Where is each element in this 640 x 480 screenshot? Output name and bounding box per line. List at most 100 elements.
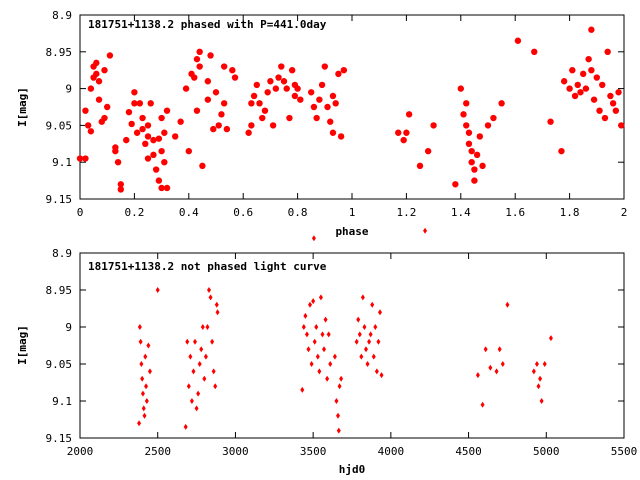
data-point [539,398,544,404]
x-tick-label: 2500 [144,445,171,458]
data-point [301,324,306,330]
data-point [101,67,108,74]
plot-frame [79,252,625,439]
data-point [205,324,210,330]
data-point [325,375,330,382]
data-point [359,353,364,360]
data-point [542,361,547,367]
data-point [500,361,505,367]
data-point [309,361,314,367]
y-tick-label: 9.15 [46,193,73,206]
data-point [114,159,122,166]
data-point [155,287,160,293]
data-point [471,177,478,184]
data-point [324,103,331,111]
data-point [463,122,470,129]
data-point [139,361,144,367]
data-point [337,383,342,390]
x-tick-label: 1 [349,206,356,219]
data-point [322,346,327,353]
data-point [370,301,375,308]
data-point [531,368,536,375]
data-point [403,129,410,136]
data-point [490,114,497,122]
data-point [323,316,328,323]
data-point [367,338,372,345]
data-point [316,96,323,103]
unphased-light-curve-panel: 181751+1138.2 not phased light curve hjd… [16,227,638,476]
data-point [125,108,133,116]
data-point [161,159,168,166]
data-point [460,111,467,118]
data-point [218,111,225,118]
data-point [82,155,89,162]
data-point [93,70,100,78]
data-point [288,67,296,74]
data-point [101,114,108,122]
data-point [465,140,473,147]
x-tick-label: 0.2 [124,206,144,219]
data-point [248,100,255,107]
data-point [400,136,407,144]
data-point [560,78,568,85]
data-point [377,309,382,316]
x-tick-label: 3000 [222,445,249,458]
data-point [152,166,160,173]
data-point [327,118,334,125]
data-point [261,107,269,114]
data-point [182,85,190,92]
data-point [423,227,428,234]
data-point [365,361,370,367]
chart-title: 181751+1138.2 phased with P=441.0day [88,18,327,31]
data-point [373,324,378,330]
data-point [163,107,171,114]
data-point [374,368,379,375]
axis-ticks: 2000 2500 3000 3500 4000 4500 5000 5500 8.9 8.95 9… [46,247,638,458]
data-point [150,151,157,159]
data-point [534,361,539,367]
data-point [142,140,149,147]
data-point [194,405,199,412]
data-point [272,85,280,92]
data-point [337,133,345,140]
data-point [379,372,384,379]
data-point [320,331,325,338]
data-point [193,107,201,114]
data-point [339,375,344,382]
data-point [465,129,473,136]
data-point [95,96,103,103]
data-point [306,346,311,353]
data-point [336,427,341,434]
x-tick-label: 4500 [455,445,482,458]
data-point [147,368,152,375]
data-point [193,338,198,345]
data-point [416,162,424,170]
data-point [326,331,331,338]
data-point [548,335,553,342]
data-point [264,89,271,96]
data-point [332,353,337,360]
data-point [601,114,609,122]
y-tick-label: 9 [65,83,72,96]
y-tick-label: 9 [65,321,72,334]
data-point [457,85,464,92]
data-point [371,353,376,360]
data-point [483,346,488,353]
data-point [336,412,341,419]
data-point [405,111,413,118]
y-tick-label: 9.05 [46,358,73,371]
data-point [207,52,214,59]
data-point [117,181,125,188]
data-point [133,129,141,136]
data-point [588,26,595,33]
data-point [577,89,584,96]
data-point [571,92,579,100]
data-point [185,147,192,155]
x-tick-label: 1.8 [560,206,580,219]
y-tick-label: 8.95 [46,284,73,297]
data-point [210,125,217,133]
data-point [196,48,203,55]
data-point [303,312,308,319]
data-point [199,162,206,170]
data-point [93,59,100,67]
